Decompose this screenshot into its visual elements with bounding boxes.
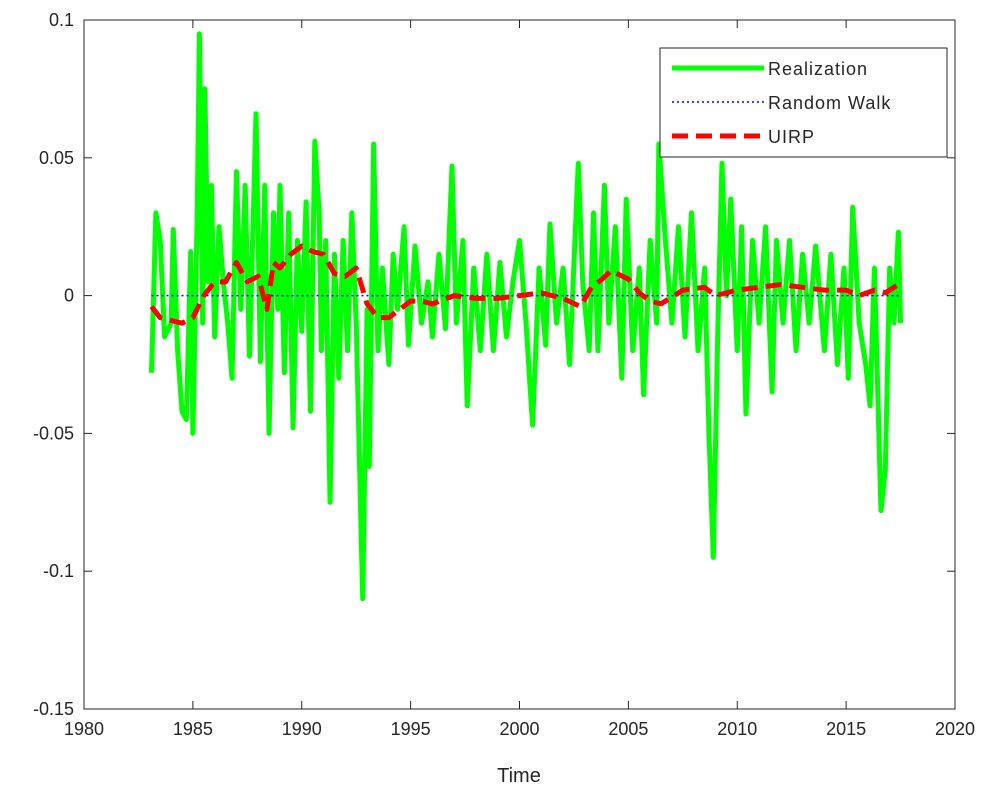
x-tick-label: 1995 [391,719,431,739]
x-axis-label: Time [497,765,541,787]
series-line [149,243,900,326]
axes-box [83,19,956,710]
x-tick-label: 2005 [608,719,648,739]
x-tick-label: 2015 [826,719,866,739]
x-tick-label: 2020 [935,719,975,739]
x-tick-label: 1990 [282,719,322,739]
y-tick-label: 0 [64,286,74,306]
y-tick-label: 0.1 [49,10,74,30]
x-tick-label: 1980 [64,719,104,739]
y-tick-label: -0.1 [43,561,74,581]
x-tick-label: 2000 [499,719,539,739]
y-tick-label: -0.15 [33,699,74,719]
series-line [149,31,904,602]
legend-label: Random Walk [768,93,891,113]
legend-label: Realization [768,59,868,79]
y-tick-label: -0.05 [33,423,74,443]
x-tick-label: 2010 [717,719,757,739]
y-tick-label: 0.05 [39,148,74,168]
legend-label: UIRP [768,127,815,147]
x-tick-label: 1985 [173,719,213,739]
